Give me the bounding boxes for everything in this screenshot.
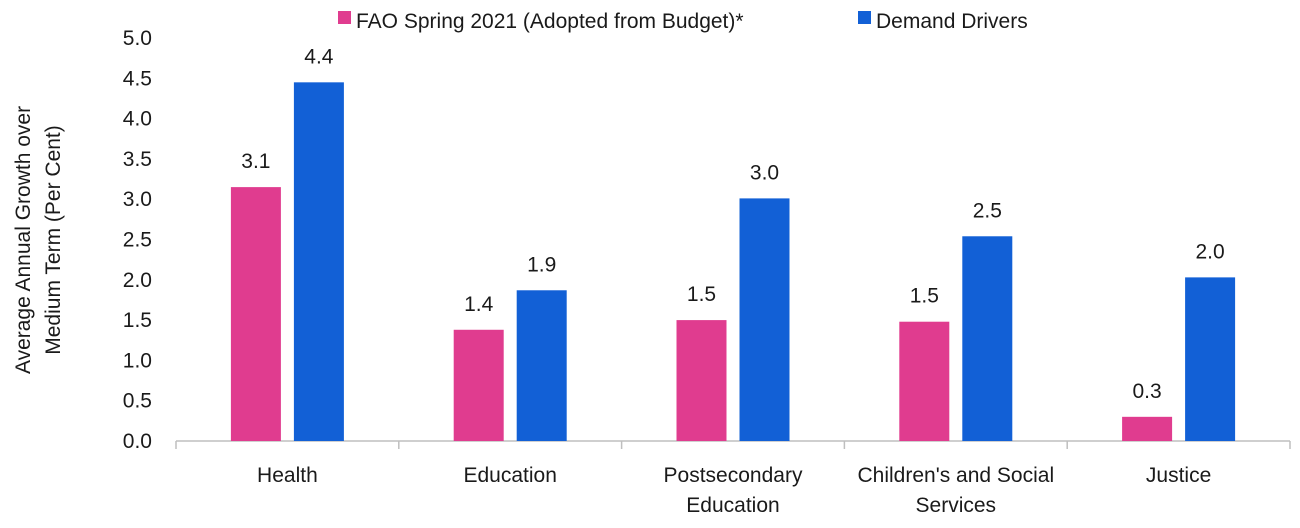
- y-tick-label: 4.0: [123, 108, 152, 131]
- legend-label: FAO Spring 2021 (Adopted from Budget)*: [356, 10, 744, 33]
- y-tick-label: 0.5: [123, 390, 152, 413]
- legend-label: Demand Drivers: [876, 10, 1028, 33]
- y-tick-label: 1.0: [123, 349, 152, 372]
- bar-demand-drivers: [1185, 277, 1236, 441]
- x-category-label: Health: [257, 464, 318, 487]
- x-category-label: Services: [916, 494, 997, 517]
- data-label: 3.1: [241, 150, 270, 173]
- y-tick-label: 3.0: [123, 188, 152, 211]
- data-label: 1.5: [910, 285, 939, 308]
- bar-demand-drivers: [516, 290, 567, 441]
- data-label: 2.5: [973, 199, 1002, 222]
- x-category-label: Postsecondary: [664, 464, 803, 487]
- x-category-label: Children's and Social: [857, 464, 1054, 487]
- y-tick-label: 0.0: [123, 430, 152, 453]
- y-axis-label: Medium Term (Per Cent): [42, 125, 65, 355]
- bar-demand-drivers: [293, 82, 344, 441]
- data-label: 1.9: [527, 253, 556, 276]
- bar-fao: [1122, 416, 1173, 441]
- data-label: 1.5: [687, 283, 716, 306]
- legend-swatch: [858, 11, 871, 24]
- data-label: 3.0: [750, 161, 779, 184]
- bar-fao: [453, 329, 504, 441]
- y-tick-label: 2.5: [123, 229, 152, 252]
- bar-fao: [899, 321, 950, 441]
- y-tick-label: 1.5: [123, 309, 152, 332]
- bar-demand-drivers: [962, 236, 1013, 441]
- data-label: 0.3: [1132, 380, 1161, 403]
- x-category-label: Education: [463, 464, 556, 487]
- data-label: 1.4: [464, 293, 494, 316]
- legend-swatch: [338, 11, 351, 24]
- bar-fao: [676, 320, 727, 441]
- y-tick-label: 5.0: [123, 27, 152, 50]
- y-axis-label: Average Annual Growth over: [12, 106, 35, 374]
- y-tick-label: 2.0: [123, 269, 152, 292]
- x-category-label: Education: [686, 494, 779, 517]
- bar-fao: [230, 187, 281, 441]
- bar-demand-drivers: [739, 198, 790, 441]
- data-label: 2.0: [1195, 240, 1224, 263]
- y-tick-label: 3.5: [123, 148, 152, 171]
- x-category-label: Justice: [1146, 464, 1211, 487]
- data-label: 4.4: [304, 45, 334, 68]
- y-tick-label: 4.5: [123, 67, 152, 90]
